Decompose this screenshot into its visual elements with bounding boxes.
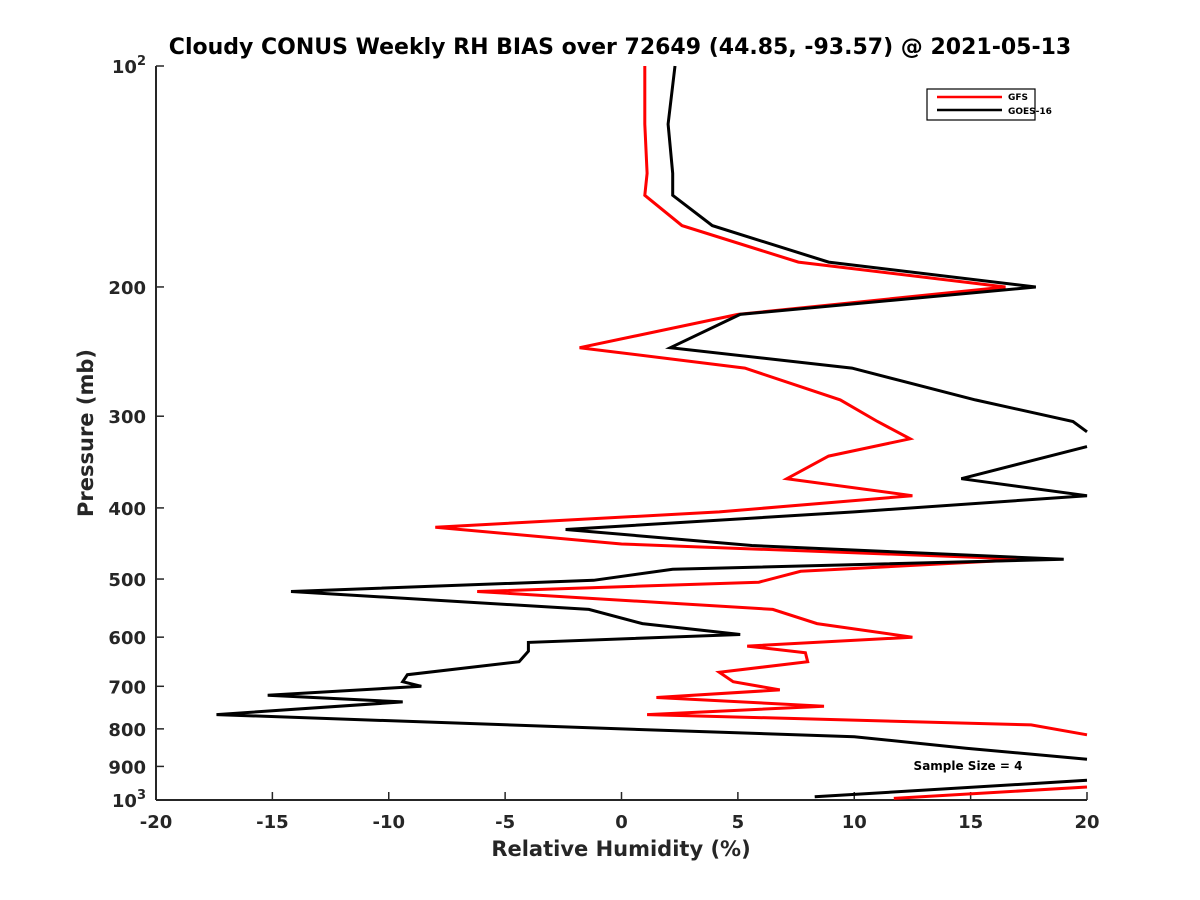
y-tick-label: 103 bbox=[112, 788, 146, 812]
y-tick-label: 500 bbox=[108, 570, 146, 591]
y-tick-label: 600 bbox=[108, 628, 146, 649]
y-axis-label: Pressure (mb) bbox=[74, 349, 98, 517]
series-line-goes-16-3 bbox=[814, 778, 1088, 799]
y-tick-label: 400 bbox=[108, 499, 146, 520]
x-tick-label: 0 bbox=[615, 812, 628, 833]
y-tick-label: 700 bbox=[108, 677, 146, 698]
legend-label-gfs: GFS bbox=[1008, 93, 1028, 103]
series-line-goes-16-2 bbox=[216, 445, 1088, 761]
series-line-gfs-4 bbox=[893, 785, 1088, 800]
x-tick-label: -15 bbox=[256, 812, 289, 833]
legend-label-goes16: GOES-16 bbox=[1008, 107, 1052, 117]
x-tick-label: -5 bbox=[495, 812, 515, 833]
x-axis-label: Relative Humidity (%) bbox=[491, 837, 750, 861]
chart-title: Cloudy CONUS Weekly RH BIAS over 72649 (… bbox=[169, 35, 1071, 60]
series-line-gfs-0 bbox=[435, 66, 1088, 737]
x-tick-label: 15 bbox=[958, 812, 983, 833]
x-tick-label: 10 bbox=[842, 812, 867, 833]
plot-axes bbox=[155, 66, 1087, 801]
x-tick-label: -10 bbox=[372, 812, 405, 833]
x-tick-label: 20 bbox=[1074, 812, 1099, 833]
series-lines bbox=[216, 65, 1088, 800]
y-tick-label: 900 bbox=[108, 757, 146, 778]
series-line-goes-16-1 bbox=[665, 65, 1088, 434]
legend-box bbox=[926, 88, 1036, 121]
y-tick-label: 300 bbox=[108, 407, 146, 428]
x-tick-label: -20 bbox=[140, 812, 173, 833]
y-ticks: 102 200 300 400 500 600 700 800 900 103 bbox=[108, 54, 164, 812]
y-tick-label: 102 bbox=[112, 54, 146, 78]
sample-size-annotation: Sample Size = 4 bbox=[914, 759, 1023, 773]
legend: GFS GOES-16 bbox=[926, 88, 1052, 121]
y-tick-label: 200 bbox=[108, 278, 146, 299]
x-ticks: -20 -15 -10 -5 0 5 10 15 20 bbox=[140, 792, 1100, 833]
x-tick-label: 5 bbox=[732, 812, 745, 833]
y-tick-label: 800 bbox=[108, 720, 146, 741]
